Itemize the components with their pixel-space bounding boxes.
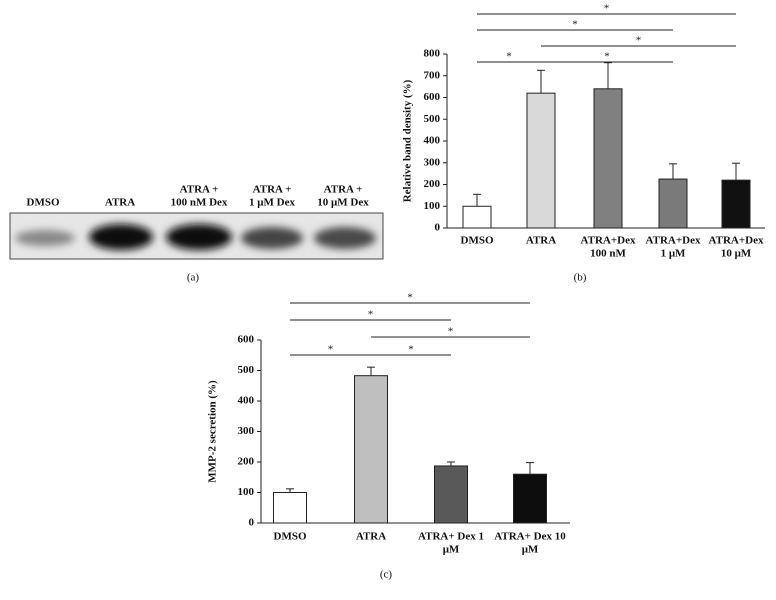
bar xyxy=(526,92,556,229)
y-tick-label: 600 xyxy=(424,91,441,103)
lane-label: 100 nM Dex xyxy=(171,197,228,209)
significance-mark: * xyxy=(328,344,334,356)
x-tick-label: ATRA+ Dex 1 xyxy=(418,531,484,543)
x-tick-label: DMSO xyxy=(274,531,307,543)
significance-mark: * xyxy=(448,326,454,338)
x-tick-label: ATRA+ Dex 10 xyxy=(494,531,566,543)
significance-mark: * xyxy=(572,19,578,31)
y-tick-label: 100 xyxy=(238,486,255,498)
y-tick-label: 200 xyxy=(238,456,255,468)
x-tick-label: ATRA xyxy=(526,235,556,247)
panel-caption: (c) xyxy=(380,569,393,581)
y-tick-label: 300 xyxy=(424,156,441,168)
lane-label: ATRA + xyxy=(253,184,292,196)
bar xyxy=(593,88,623,229)
lane-label: ATRA xyxy=(105,197,135,209)
significance-mark: * xyxy=(407,292,413,304)
x-tick-label: 100 nM xyxy=(590,248,626,260)
y-tick-label: 600 xyxy=(238,334,255,346)
panel-caption: (a) xyxy=(187,272,200,284)
bar xyxy=(721,179,751,229)
significance-mark: * xyxy=(506,51,512,63)
bar xyxy=(462,205,492,229)
significance-mark: * xyxy=(636,35,642,47)
x-tick-label: ATRA+Dex xyxy=(581,235,636,247)
y-tick-label: 200 xyxy=(424,178,441,190)
y-tick-label: 0 xyxy=(435,222,441,234)
significance-mark: * xyxy=(604,51,610,63)
x-tick-label: μM xyxy=(443,544,460,556)
lane-label: 10 μM Dex xyxy=(317,197,369,209)
bar xyxy=(434,465,468,524)
lane-label: ATRA + xyxy=(180,184,219,196)
x-tick-label: DMSO xyxy=(461,235,494,247)
y-tick-label: 500 xyxy=(238,364,255,376)
x-tick-label: ATRA+Dex xyxy=(646,235,701,247)
x-tick-label: ATRA xyxy=(356,531,386,543)
y-tick-label: 800 xyxy=(424,48,441,60)
lane-label: DMSO xyxy=(27,197,60,209)
significance-mark: * xyxy=(368,309,374,321)
y-tick-label: 700 xyxy=(424,69,441,81)
y-tick-label: 400 xyxy=(238,395,255,407)
y-tick-label: 500 xyxy=(424,113,441,125)
bar xyxy=(513,473,547,524)
significance-mark: * xyxy=(408,344,414,356)
bar xyxy=(273,492,307,524)
y-tick-label: 400 xyxy=(424,135,441,147)
significance-mark: * xyxy=(604,3,610,15)
bar xyxy=(354,375,388,524)
lane-label: 1 μM Dex xyxy=(249,197,295,209)
y-axis-title: Relative band density (%) xyxy=(402,79,414,202)
y-tick-label: 300 xyxy=(238,425,255,437)
bar xyxy=(658,178,688,229)
x-tick-label: 1 μM xyxy=(661,248,686,260)
blot-bands xyxy=(15,224,376,250)
lane-label: ATRA + xyxy=(324,184,363,196)
x-tick-label: 10 μM xyxy=(721,248,752,260)
panel-caption: (b) xyxy=(574,272,587,284)
x-tick-label: ATRA+Dex xyxy=(709,235,764,247)
y-axis-title: MMP-2 secretion (%) xyxy=(207,380,219,483)
y-tick-label: 100 xyxy=(424,200,441,212)
y-tick-label: 0 xyxy=(249,517,255,529)
x-tick-label: μM xyxy=(522,544,539,556)
